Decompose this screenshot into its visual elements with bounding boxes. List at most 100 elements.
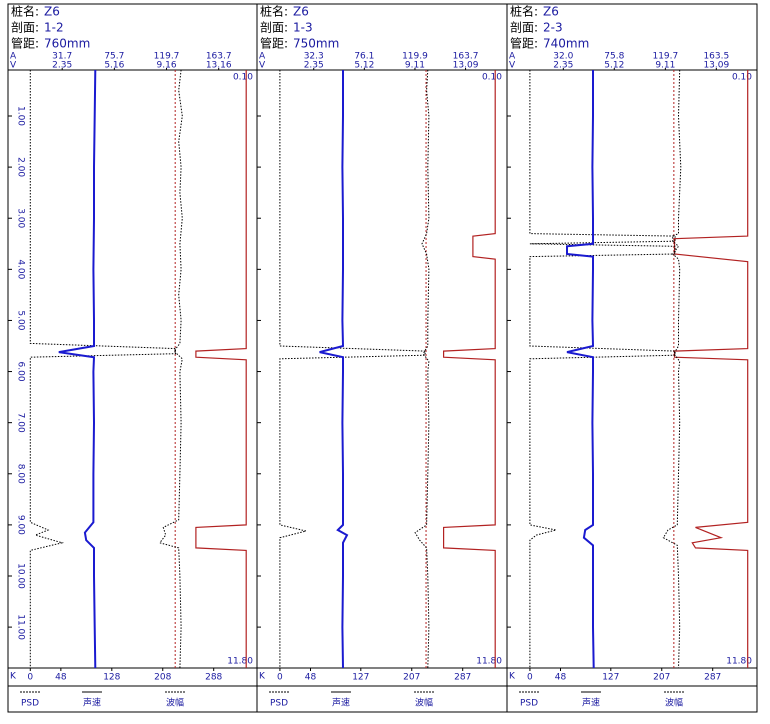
header-value: Z6	[293, 5, 309, 19]
a-label: A	[259, 52, 266, 62]
psd-curve	[279, 70, 426, 668]
a-tick-label: 163.5	[703, 52, 729, 62]
header-value: 750mm	[293, 37, 339, 51]
header-label: 桩名:	[11, 4, 39, 19]
a-tick-label: 119.7	[154, 52, 180, 62]
v-tick-label: 2.35	[52, 61, 72, 71]
k-tick-label: 288	[205, 673, 222, 683]
k-tick-label: 208	[154, 673, 171, 683]
k-tick-label: 127	[602, 673, 619, 683]
a-tick-label: 75.8	[604, 52, 624, 62]
header-label: 桩名:	[510, 4, 538, 19]
k-tick-label: 287	[454, 673, 471, 683]
v-label: V	[509, 61, 516, 71]
frame	[7, 3, 758, 713]
k-tick-label: 207	[403, 673, 420, 683]
psd-curve	[529, 70, 676, 668]
header-label: 管距:	[11, 36, 39, 51]
v-tick-label: 2.35	[304, 61, 324, 71]
v-tick-label: 13.09	[703, 61, 729, 71]
defect-curve	[443, 70, 496, 668]
a-tick-label: 32.3	[304, 52, 324, 62]
v-tick-label: 5.16	[104, 61, 124, 71]
k-tick-label: 0	[527, 673, 533, 683]
depth-tick-label: 5.00	[16, 310, 26, 330]
k-tick-label: 48	[305, 673, 317, 683]
legend-label: PSD	[520, 699, 538, 709]
legend-label: 声速	[332, 697, 350, 709]
a-tick-label: 32.0	[553, 52, 573, 62]
header-value: 1-3	[293, 21, 313, 35]
depth-tick-label: 11.00	[16, 614, 26, 640]
depth-tick-label: 1.00	[16, 106, 26, 126]
k-tick-label: 48	[55, 673, 67, 683]
k-label: K	[10, 672, 17, 682]
psd-curve	[29, 70, 176, 668]
depth-tick-label: 2.00	[16, 157, 26, 177]
velocity-curve	[566, 70, 595, 669]
header-label: 管距:	[510, 36, 538, 51]
v-tick-label: 13.16	[206, 61, 232, 71]
v-tick-label: 5.12	[604, 61, 624, 71]
depth-tick-label: 10.00	[16, 563, 26, 589]
velocity-curve	[58, 69, 97, 669]
k-tick-label: 127	[352, 673, 369, 683]
a-label: A	[10, 52, 17, 62]
k-tick-label: 287	[704, 673, 721, 683]
k-label: K	[509, 672, 516, 682]
v-tick-label: 9.11	[655, 61, 675, 71]
v-label: V	[259, 61, 266, 71]
header-label: 桩名:	[260, 4, 288, 19]
depth-tick-label: 9.00	[16, 515, 26, 535]
v-tick-label: 5.12	[354, 61, 374, 71]
v-tick-label: 13.09	[453, 61, 479, 71]
header-label: 剖面:	[510, 21, 538, 35]
legend-label: 波幅	[166, 697, 184, 709]
depth-bottom-label: 11.80	[227, 657, 253, 667]
a-tick-label: 163.7	[453, 52, 479, 62]
depth-top-label: 0.10	[732, 73, 752, 83]
header-value: 740mm	[543, 37, 589, 51]
depth-tick-label: 7.00	[16, 413, 26, 433]
header-value: 760mm	[44, 37, 90, 51]
legend-label: 波幅	[665, 697, 683, 709]
depth-tick-label: 6.00	[16, 362, 26, 382]
header-label: 管距:	[260, 36, 288, 51]
defect-curve	[195, 70, 247, 668]
legend-label: PSD	[270, 699, 288, 709]
k-tick-label: 128	[103, 673, 120, 683]
header-value: 1-2	[44, 21, 64, 35]
header-label: 剖面:	[260, 21, 288, 35]
k-tick-label: 48	[555, 673, 567, 683]
depth-top-label: 0.10	[482, 73, 502, 83]
legend-label: PSD	[21, 699, 39, 709]
a-tick-label: 75.7	[104, 52, 124, 62]
depth-top-label: 0.10	[233, 73, 253, 83]
depth-tick-label: 8.00	[16, 464, 26, 484]
a-tick-label: 31.7	[52, 52, 72, 62]
k-tick-label: 207	[653, 673, 670, 683]
a-tick-label: 163.7	[206, 52, 232, 62]
depth-tick-label: 3.00	[16, 208, 26, 228]
a-tick-label: 119.7	[652, 52, 678, 62]
legend-label: 声速	[83, 697, 101, 709]
legend-label: 波幅	[415, 697, 433, 709]
header-value: Z6	[44, 5, 60, 19]
amplitude-curve	[662, 69, 682, 669]
v-tick-label: 2.35	[553, 61, 573, 71]
k-tick-label: 0	[277, 673, 283, 683]
a-tick-label: 76.1	[354, 52, 374, 62]
amplitude-curve	[414, 69, 430, 669]
v-label: V	[10, 61, 17, 71]
depth-bottom-label: 11.80	[476, 657, 502, 667]
a-label: A	[509, 52, 516, 62]
depth-bottom-label: 11.80	[726, 657, 752, 667]
k-tick-label: 0	[27, 673, 33, 683]
v-tick-label: 9.16	[157, 61, 177, 71]
a-tick-label: 119.9	[402, 52, 428, 62]
header-value: Z6	[543, 5, 559, 19]
header-value: 2-3	[543, 21, 563, 35]
v-tick-label: 9.11	[405, 61, 425, 71]
velocity-curve	[319, 70, 349, 669]
